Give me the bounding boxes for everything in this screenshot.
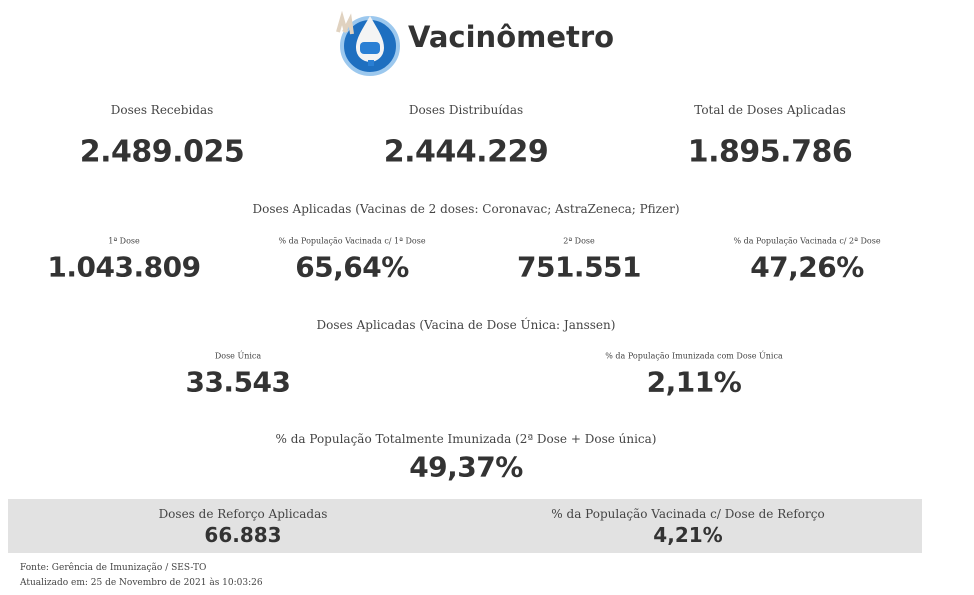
stat-label: Doses de Reforço Aplicadas — [158, 507, 328, 521]
stat-value: 751.551 — [516, 250, 642, 284]
stat-label: % da População Vacinada c/ 2ª Dose — [733, 236, 881, 246]
stat-label: % da População Totalmente Imunizada (2ª … — [275, 432, 657, 446]
stat-value: 2.489.025 — [79, 134, 245, 170]
title: Vacinômetro — [408, 20, 615, 54]
stat-value: 1.043.809 — [47, 250, 201, 284]
stat-value: 65,64% — [295, 250, 409, 284]
stat-label: Total de Doses Aplicadas — [694, 103, 846, 117]
footer-updated: Atualizado em: 25 de Novembro de 2021 às… — [20, 578, 263, 588]
stat-value: 49,37% — [409, 450, 523, 484]
stat-label: % da População Vacinada c/ Dose de Refor… — [551, 507, 825, 521]
section-title: Doses Aplicadas (Vacinas de 2 doses: Cor… — [252, 202, 680, 216]
stat-label: Doses Distribuídas — [408, 103, 524, 117]
stat-value: 66.883 — [204, 523, 282, 547]
stat-value: 4,21% — [653, 523, 723, 547]
stat-value: 2.444.229 — [383, 134, 549, 170]
stat-label: 2ª Dose — [563, 236, 595, 246]
booster-band — [8, 499, 922, 553]
stat-value: 33.543 — [185, 365, 291, 399]
stat-label: % da População Imunizada com Dose Única — [605, 351, 783, 361]
stat-value: 2,11% — [646, 365, 742, 399]
logo — [336, 10, 400, 76]
stat-label: Doses Recebidas — [110, 103, 214, 117]
stat-value: 47,26% — [750, 250, 864, 284]
stat-label: 1ª Dose — [108, 236, 140, 246]
section-title: Doses Aplicadas (Vacina de Dose Única: J… — [316, 318, 616, 332]
stat-label: Dose Única — [214, 351, 262, 361]
footer-source: Fonte: Gerência de Imunização / SES-TO — [20, 563, 207, 573]
stat-value: 1.895.786 — [687, 134, 853, 170]
stat-label: % da População Vacinada c/ 1ª Dose — [278, 236, 426, 246]
